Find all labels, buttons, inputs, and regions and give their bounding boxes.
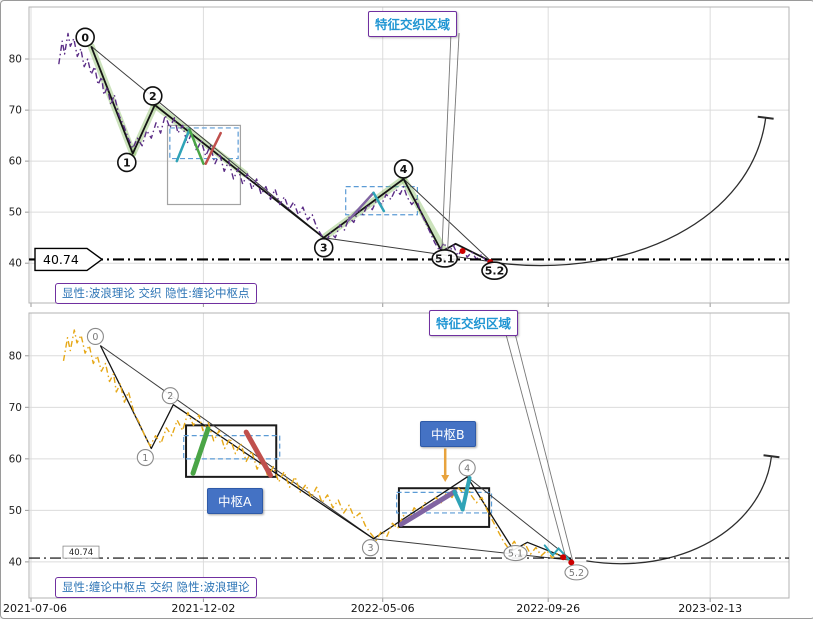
wave-marker-label: 0 — [81, 31, 89, 44]
y-tick-label: 40 — [9, 556, 22, 568]
signal-dot — [568, 559, 575, 566]
x-tick-label: 2022-09-26 — [516, 602, 580, 615]
y-tick-label: 70 — [9, 402, 22, 414]
y-tick-label: 50 — [9, 207, 22, 219]
trend-line — [100, 345, 374, 540]
mini-segment — [372, 191, 386, 213]
caption-top-panel: 显性:波浪理论 交织 隐性:缠论中枢点 — [55, 283, 257, 304]
panel-border — [28, 6, 790, 304]
mini-segment — [243, 429, 273, 478]
pivot-a-label: 中枢A — [207, 488, 263, 514]
mini-segment — [188, 128, 205, 165]
wave-marker — [458, 459, 476, 477]
mini-segment — [190, 426, 211, 476]
x-tick-label: 2022-05-06 — [351, 602, 415, 615]
mini-segment — [346, 191, 375, 223]
pivot-rect — [397, 487, 491, 528]
callout-line — [447, 33, 460, 251]
curve-end-tick — [763, 454, 780, 459]
x-tick-label: 2021-12-02 — [171, 602, 235, 615]
wave-marker — [564, 564, 589, 581]
trend-line — [373, 538, 573, 561]
mini-segment — [398, 489, 457, 527]
wave-marker-label: 3 — [320, 242, 328, 255]
hline-tag-label: 40.74 — [43, 252, 79, 267]
x-tick-label: 2023-02-13 — [678, 602, 742, 615]
curve-end-tick — [757, 115, 774, 120]
wave-marker-label: 5.2 — [569, 568, 584, 579]
wave-marker — [117, 152, 137, 173]
callout-line — [504, 331, 566, 557]
wave-marker — [361, 539, 380, 557]
price-line — [62, 329, 570, 562]
wave-marker — [136, 448, 154, 467]
trend-line — [323, 237, 492, 263]
wave-path — [99, 345, 573, 562]
signal-dot — [459, 247, 466, 254]
wave-marker-label: 2 — [149, 90, 157, 103]
mini-segment — [175, 128, 191, 163]
pivot-rect — [169, 127, 239, 160]
y-tick-label: 40 — [9, 258, 22, 270]
feature-zone-label-bottom: 特征交织区域 — [429, 310, 518, 336]
panel-border — [28, 312, 790, 599]
hline-tag — [62, 545, 100, 559]
wave-marker — [431, 249, 459, 268]
y-tick-label: 80 — [9, 54, 22, 66]
pivot-arrow-head — [441, 475, 450, 483]
y-tick-label: 50 — [9, 505, 22, 517]
wave-marker-label: 2 — [167, 391, 173, 402]
wave-marker — [481, 261, 508, 280]
trend-line — [466, 476, 573, 561]
y-tick-label: 70 — [9, 105, 22, 117]
wave-marker — [75, 27, 95, 48]
caption-bottom-panel: 显性:缠论中枢点 交织 隐性:波浪理论 — [55, 577, 257, 598]
hline-tag-label: 40.74 — [69, 548, 93, 558]
price-line — [58, 32, 492, 263]
pivot-rect — [345, 186, 419, 216]
wave-marker-label: 1 — [123, 156, 131, 169]
y-tick-label: 60 — [9, 156, 22, 168]
projection-curve — [586, 456, 773, 565]
trend-line — [403, 178, 492, 263]
y-tick-label: 60 — [9, 453, 22, 465]
signal-dot — [560, 554, 567, 561]
wave-marker — [161, 387, 179, 405]
wave-marker — [393, 159, 414, 179]
wave-marker-label: 5.2 — [485, 265, 505, 278]
hline-tag — [34, 247, 104, 272]
callout-line — [441, 33, 452, 256]
callout-line — [514, 331, 573, 560]
pivot-rect — [185, 424, 278, 478]
projection-curve — [499, 117, 767, 267]
wave-marker — [142, 86, 163, 106]
wave-marker-label: 0 — [92, 332, 98, 343]
pivot-b-label: 中枢B — [420, 421, 476, 447]
y-tick-label: 80 — [9, 350, 22, 362]
wave-marker-label: 1 — [142, 453, 148, 464]
wave-marker-label: 5.1 — [508, 548, 523, 559]
wave-marker-label: 4 — [464, 463, 470, 474]
wave-marker-label: 4 — [400, 163, 408, 176]
wave-marker-label: 5.1 — [435, 252, 455, 265]
mini-segment — [460, 475, 472, 512]
pivot-rect — [396, 491, 493, 514]
x-tick-label: 2021-07-06 — [3, 602, 67, 615]
wave-marker — [503, 545, 528, 562]
wave-marker-label: 3 — [367, 543, 373, 554]
wave-marker — [86, 327, 104, 346]
pivot-rect — [166, 124, 242, 206]
trend-line — [90, 45, 325, 239]
feature-zone-label-top: 特征交织区域 — [368, 11, 457, 37]
pivot-rect — [183, 435, 281, 460]
mini-segment — [204, 131, 222, 165]
wave-marker — [313, 237, 334, 258]
